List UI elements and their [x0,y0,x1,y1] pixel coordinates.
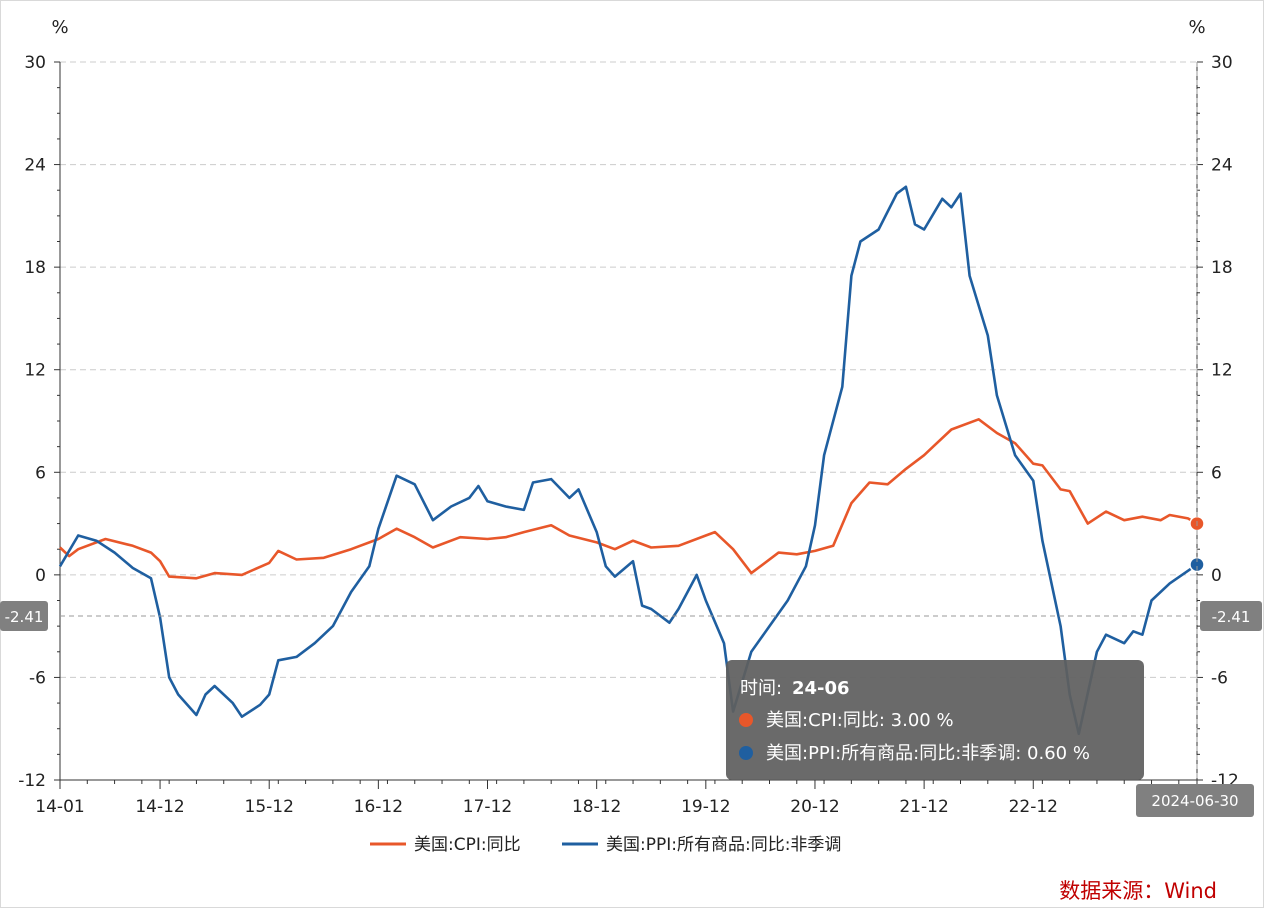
crosshair-y-badge-right [1200,601,1262,632]
y-tick-label-left: 6 [35,463,46,483]
x-tick-label: 20-12 [790,797,839,817]
y-tick-label-left: 0 [35,566,46,586]
y-tick-label-left: -12 [18,771,46,791]
x-tick-label: 22-12 [1009,797,1058,817]
crosshair-y-label-right: -2.41 [1212,608,1251,626]
x-tick-label: 14-01 [35,797,84,817]
x-tick-label: 14-12 [135,797,184,817]
data-source: 数据来源：Wind [1059,879,1217,903]
tooltip-row-1: 美国:CPI:同比: 3.00 % [766,710,954,731]
y-tick-label-right: -6 [1211,668,1228,688]
series-line-1 [59,418,1198,580]
y-unit-right: % [1188,17,1205,38]
crosshair: -2.41 -2.41 2024-06-30 [0,62,1262,817]
series-line-2 [58,185,1198,736]
y-tick-label-left: -6 [29,668,46,688]
crosshair-y-label-left: -2.41 [5,608,44,626]
crosshair-x-badge [1136,784,1254,817]
legend: 美国:CPI:同比 美国:PPI:所有商品:同比:非季调 [370,835,841,855]
y-tick-label-right: 0 [1211,566,1222,586]
y-tick-label-right: 18 [1211,258,1233,278]
y-tick-label-left: 18 [24,258,46,278]
tooltip-marker-2 [739,746,753,760]
y-unit-left: % [51,17,68,38]
x-tick-label: 16-12 [354,797,403,817]
y-tick-label-right: 6 [1211,463,1222,483]
tooltip-box [726,660,1144,780]
crosshair-y-badge-left [0,601,48,632]
y-tick-label-right: 24 [1211,156,1233,176]
tooltip: 时间: 24-06 美国:CPI:同比: 3.00 % 美国:PPI:所有商品:同比… [726,660,1144,780]
y-tick-label-left: 24 [24,156,46,176]
tooltip-marker-1 [739,713,753,727]
grid-lines [60,61,1197,678]
tooltip-time-label: 时间: [740,678,782,699]
y-tick-label-right: 12 [1211,361,1233,381]
y-tick-label-left: 30 [24,53,46,73]
crosshair-x-label: 2024-06-30 [1151,792,1238,810]
series-lines [58,185,1205,736]
tooltip-time-value: 24-06 [792,678,850,699]
y-tick-label-right: 30 [1211,53,1233,73]
y-tick-label-left: 12 [24,361,46,381]
x-tick-label: 21-12 [899,797,948,817]
x-tick-label: 17-12 [463,797,512,817]
legend-label-2: 美国:PPI:所有商品:同比:非季调 [606,835,841,855]
tooltip-row-2: 美国:PPI:所有商品:同比:非季调: 0.60 % [766,743,1090,764]
x-tick-label: 19-12 [681,797,730,817]
legend-label-1: 美国:CPI:同比 [414,835,521,855]
x-tick-label: 18-12 [572,797,621,817]
x-tick-label: 15-12 [245,797,294,817]
